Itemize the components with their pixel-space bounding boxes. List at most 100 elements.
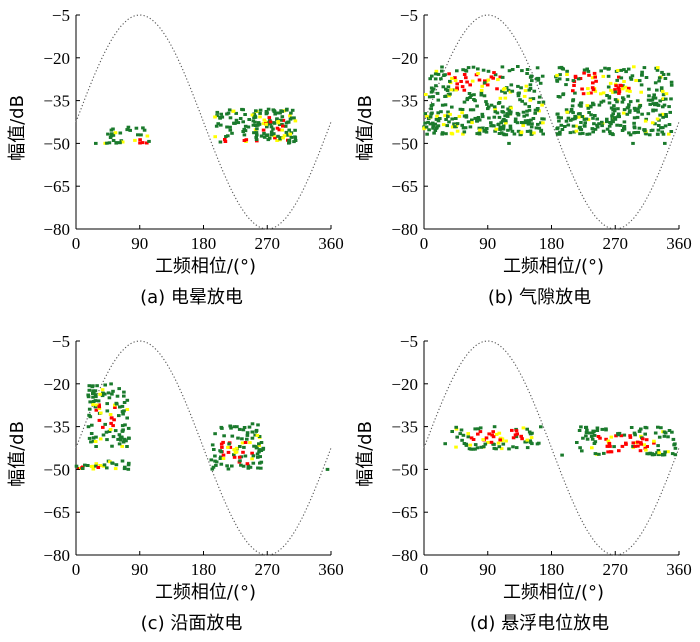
data-point <box>99 411 103 415</box>
data-point <box>444 132 448 136</box>
data-point <box>473 427 477 431</box>
data-point <box>454 88 458 92</box>
data-point <box>263 120 268 124</box>
data-point <box>636 107 640 111</box>
data-point <box>615 98 620 102</box>
data-point <box>579 101 584 105</box>
data-point <box>619 434 624 438</box>
data-point <box>607 101 612 105</box>
y-tick-label: −35 <box>43 418 70 437</box>
data-point <box>530 79 534 83</box>
data-point <box>105 141 109 145</box>
data-point <box>94 464 98 468</box>
data-point <box>466 66 471 70</box>
data-point <box>658 113 662 117</box>
data-point <box>227 442 231 446</box>
y-axis-label: 幅值/dB <box>355 95 376 161</box>
x-tick-label: 360 <box>318 560 344 579</box>
data-point <box>121 412 125 416</box>
data-point <box>436 124 441 128</box>
y-axis-label: 幅值/dB <box>7 421 28 487</box>
data-point <box>436 72 441 76</box>
data-point <box>219 462 224 466</box>
data-point <box>94 395 98 399</box>
data-point <box>455 129 460 133</box>
data-point <box>656 444 660 448</box>
data-point <box>521 124 525 127</box>
data-point <box>564 108 569 112</box>
data-point <box>275 117 279 121</box>
data-point <box>569 108 574 111</box>
data-point <box>440 103 445 107</box>
data-point <box>111 435 116 439</box>
data-point <box>537 441 541 445</box>
data-point <box>637 429 642 433</box>
data-point <box>105 402 109 406</box>
data-point <box>591 130 595 134</box>
data-point <box>219 425 224 429</box>
data-point <box>498 125 503 129</box>
data-point <box>646 112 651 116</box>
data-point <box>628 133 633 137</box>
data-point <box>219 123 223 127</box>
data-point <box>275 126 280 130</box>
data-point <box>589 113 593 117</box>
data-point <box>272 121 276 125</box>
y-tick-label: −50 <box>43 460 70 479</box>
data-point <box>439 110 443 114</box>
data-point <box>468 83 472 87</box>
data-point <box>563 125 567 128</box>
data-point <box>660 452 665 456</box>
data-point <box>568 131 573 135</box>
data-point <box>457 114 462 118</box>
data-point <box>136 133 140 137</box>
data-point <box>614 84 618 88</box>
data-point <box>109 134 114 138</box>
data-point <box>590 437 595 441</box>
data-point <box>262 131 266 135</box>
data-point <box>494 127 499 131</box>
data-point <box>531 97 536 101</box>
data-point <box>632 65 636 69</box>
data-point <box>561 93 565 97</box>
data-point <box>235 425 239 429</box>
data-point <box>537 126 542 130</box>
data-point <box>123 423 127 427</box>
x-tick-label: 270 <box>255 234 281 253</box>
sine-reference-curve <box>423 340 680 556</box>
data-point <box>260 134 264 138</box>
data-point <box>499 121 503 125</box>
data-point <box>609 435 614 439</box>
data-point <box>226 134 230 138</box>
data-point <box>565 78 570 82</box>
data-point <box>454 425 458 429</box>
data-point <box>471 438 476 441</box>
data-point <box>483 79 487 83</box>
data-point <box>539 121 543 125</box>
data-point <box>428 115 433 119</box>
data-point <box>475 119 480 122</box>
data-point <box>446 85 451 89</box>
data-point <box>114 401 119 405</box>
data-point <box>634 79 638 82</box>
data-point <box>647 87 651 91</box>
data-point <box>425 114 429 118</box>
data-point <box>460 108 465 111</box>
data-point <box>496 441 501 445</box>
data-point <box>107 396 112 400</box>
data-point <box>105 409 110 413</box>
data-point <box>219 450 223 454</box>
data-point <box>475 104 479 108</box>
data-point <box>645 445 649 448</box>
data-point <box>528 87 533 90</box>
data-point <box>590 76 595 80</box>
data-point <box>555 127 559 131</box>
data-point <box>513 120 518 123</box>
data-point <box>450 117 454 121</box>
data-point <box>288 132 292 136</box>
data-point <box>433 129 438 132</box>
x-tick-label: 180 <box>539 234 565 253</box>
data-point <box>635 99 640 103</box>
data-point <box>90 423 94 427</box>
data-point <box>643 446 648 450</box>
